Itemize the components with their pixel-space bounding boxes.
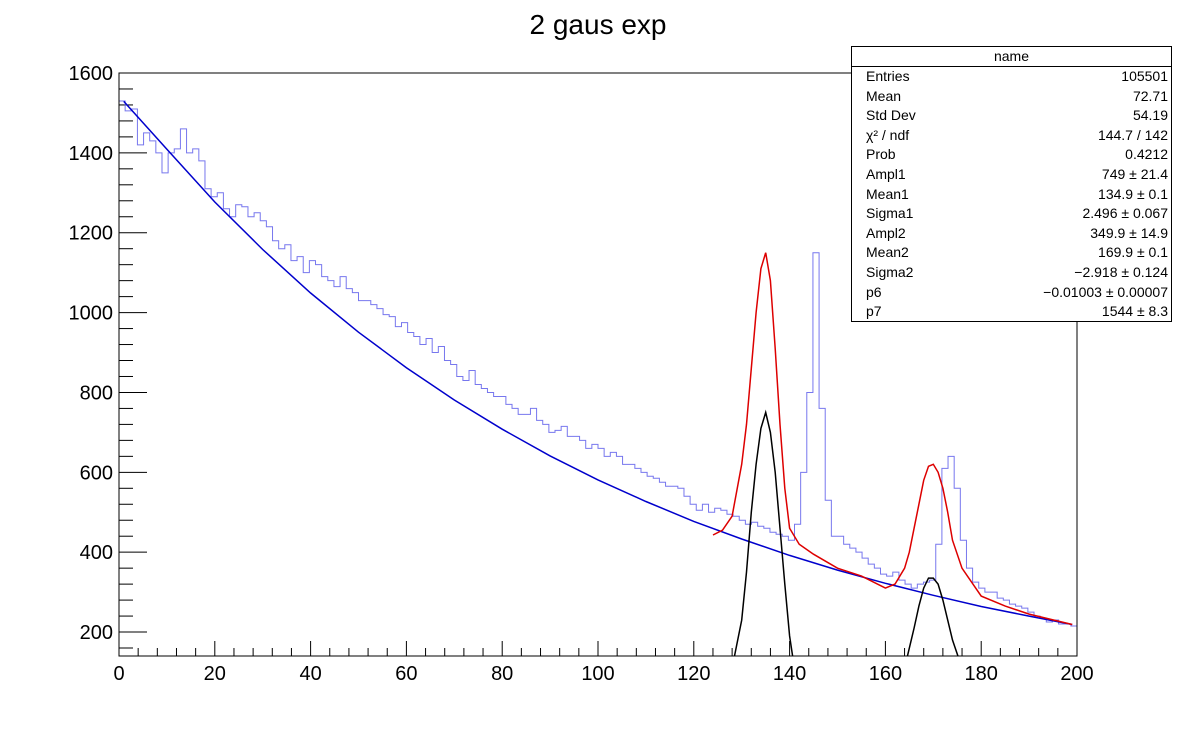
stats-key: p6 (866, 283, 882, 300)
stats-key: Mean1 (866, 185, 909, 202)
stats-key: χ² / ndf (866, 126, 910, 143)
x-tick-labels: 0 20 40 60 80 100 120 140 160 180 200 (113, 663, 1093, 685)
stats-value: 54.19 (1132, 107, 1168, 124)
x-tick-label: 180 (965, 663, 998, 685)
y-tick-labels: 200 400 600 800 1000 1200 1400 1600 (69, 63, 114, 644)
x-tick-label: 60 (395, 663, 417, 685)
stats-key: Sigma1 (866, 205, 914, 222)
y-tick-label: 1400 (69, 143, 114, 165)
plot-frame (118, 72, 1078, 657)
axis-ticks (118, 72, 1078, 656)
stats-key: p7 (866, 303, 882, 320)
y-tick-label: 400 (80, 542, 113, 564)
stats-row: Std Dev 54.19 (852, 106, 1171, 126)
stats-value: 349.9 ± 14.9 (1090, 224, 1168, 241)
fit-curves (123, 100, 1073, 656)
stats-value: 0.4212 (1125, 146, 1168, 163)
x-tick-label: 140 (773, 663, 806, 685)
stats-row: p6 −0.01003 ± 0.00007 (852, 283, 1171, 303)
stats-row: Mean2 169.9 ± 0.1 (852, 243, 1171, 263)
y-tick-label: 800 (80, 382, 113, 404)
stats-value: 169.9 ± 0.1 (1098, 244, 1168, 261)
stats-box: name Entries 105501 Mean 72.71 Std Dev 54.19 χ… (851, 46, 1172, 322)
stats-row: Mean 72.71 (852, 87, 1171, 107)
histogram-series (119, 100, 1077, 627)
stats-key: Ampl2 (866, 224, 906, 241)
stats-row: p7 1544 ± 8.3 (852, 302, 1171, 322)
stats-key: Entries (866, 68, 910, 84)
stats-value: 2.496 ± 0.067 (1082, 205, 1168, 222)
y-tick-label: 1600 (69, 63, 114, 85)
stats-row: Mean1 134.9 ± 0.1 (852, 185, 1171, 205)
stats-value: 1544 ± 8.3 (1101, 303, 1168, 320)
stats-row: Ampl2 349.9 ± 14.9 (852, 224, 1171, 244)
x-tick-label: 120 (677, 663, 710, 685)
x-tick-label: 40 (299, 663, 321, 685)
stats-value: −2.918 ± 0.124 (1074, 263, 1168, 280)
stats-value: 105501 (1121, 68, 1168, 84)
stats-value: 72.71 (1132, 87, 1168, 104)
gaussian-1-curve (733, 409, 794, 656)
exponential-fit-curve (123, 100, 1073, 626)
stats-value: 749 ± 21.4 (1101, 165, 1168, 182)
y-tick-label: 1200 (69, 223, 114, 245)
stats-row: χ² / ndf 144.7 / 142 (852, 126, 1171, 146)
x-tick-label: 200 (1060, 663, 1093, 685)
stats-value: −0.01003 ± 0.00007 (1043, 283, 1168, 300)
x-tick-label: 20 (204, 663, 226, 685)
stats-key: Mean2 (866, 244, 909, 261)
x-tick-label: 80 (491, 663, 513, 685)
total-fit-curve (712, 252, 1073, 626)
stats-key: Std Dev (866, 107, 916, 124)
stats-value: 144.7 / 142 (1097, 126, 1168, 143)
stats-key: Ampl1 (866, 165, 906, 182)
stats-key: Mean (866, 87, 902, 104)
y-tick-label: 1000 (69, 303, 114, 325)
stats-row: Entries 105501 (852, 67, 1171, 87)
x-tick-label: 0 (113, 663, 124, 685)
stats-key: Prob (866, 146, 896, 163)
gaussian-2-curve (906, 577, 959, 656)
stats-row: Ampl1 749 ± 21.4 (852, 165, 1171, 185)
stats-title: name (852, 47, 1171, 67)
stats-value: 134.9 ± 0.1 (1098, 185, 1168, 202)
y-tick-label: 200 (80, 622, 113, 644)
chart-title: 2 gaus exp (530, 9, 667, 40)
stats-row: Sigma1 2.496 ± 0.067 (852, 204, 1171, 224)
stats-row: Prob 0.4212 (852, 145, 1171, 165)
stats-row: Sigma2 −2.918 ± 0.124 (852, 263, 1171, 283)
y-tick-label: 600 (80, 462, 113, 484)
stats-rows: Entries 105501 Mean 72.71 Std Dev 54.19 χ² / n… (852, 67, 1171, 322)
histogram-steps (119, 100, 1077, 627)
x-tick-label: 100 (581, 663, 614, 685)
x-tick-label: 160 (869, 663, 902, 685)
stats-key: Sigma2 (866, 263, 914, 280)
